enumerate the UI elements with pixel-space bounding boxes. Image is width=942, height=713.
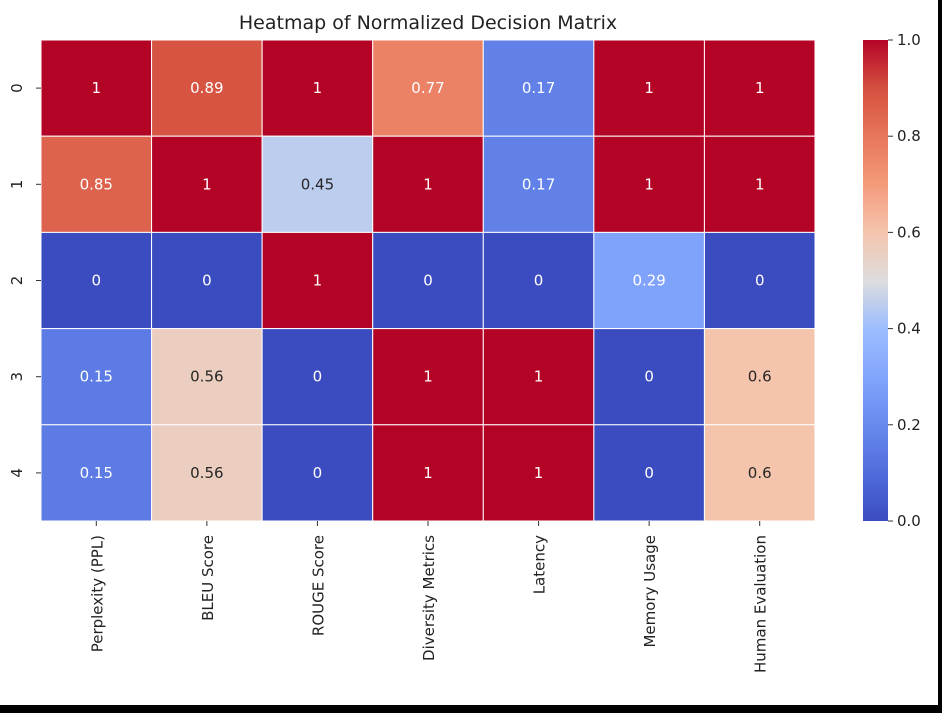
heatmap-cell (151, 39, 263, 137)
colorbar-tick-label: 0.0 (897, 512, 921, 530)
heatmap-cell (703, 135, 816, 233)
colorbar-tick-label: 0.8 (897, 127, 921, 145)
x-tick-label: ROUGE Score (309, 535, 327, 636)
heatmap-cell (151, 231, 263, 330)
heatmap-cell (372, 328, 484, 426)
colorbar-gradient (863, 40, 888, 521)
heatmap-cell (593, 231, 705, 330)
cell-label: 1 (423, 175, 433, 193)
cell-label: 0 (313, 464, 323, 482)
cell-label: 1 (755, 79, 765, 97)
heatmap-cell (261, 39, 374, 137)
cell-label: 0 (92, 272, 102, 290)
heatmap-cell (482, 39, 595, 137)
cell-label: 0.15 (80, 368, 113, 386)
cell-label: 0.6 (748, 368, 772, 386)
cell-label: 0.29 (632, 272, 665, 290)
y-axis: 0 1 2 3 4 (8, 83, 41, 478)
cell-label: 1 (423, 464, 433, 482)
y-tick-label: 4 (8, 468, 26, 478)
heatmap-cells: 1 0.89 1 0.77 0.17 1 1 0.85 1 0.45 1 0.17 1 1 0 0 1 0 0 0.2… (40, 39, 816, 522)
x-tick-label: Human Evaluation (752, 535, 770, 673)
cell-label: 0.15 (80, 464, 113, 482)
cell-label: 1 (534, 368, 544, 386)
heatmap-cell (40, 39, 153, 137)
x-tick-label: BLEU Score (199, 535, 217, 621)
heatmap-cell (40, 328, 153, 426)
cell-label: 0.17 (522, 79, 555, 97)
cell-label: 0 (644, 464, 654, 482)
heatmap-cell (593, 328, 705, 426)
cell-label: 1 (313, 79, 323, 97)
heatmap-cell (40, 231, 153, 330)
heatmap-cell (703, 424, 816, 522)
cell-label: 0.17 (522, 175, 555, 193)
cell-label: 0.6 (748, 464, 772, 482)
cell-label: 1 (202, 175, 212, 193)
cell-label: 1 (92, 79, 102, 97)
heatmap-cell (703, 328, 816, 426)
cell-label: 0 (202, 272, 212, 290)
colorbar-tick-label: 0.2 (897, 416, 921, 434)
heatmap-cell (372, 231, 484, 330)
heatmap-cell (372, 39, 484, 137)
heatmap-cell (151, 328, 263, 426)
cell-label: 1 (755, 175, 765, 193)
cell-label: 0.77 (411, 79, 444, 97)
cell-label: 1 (644, 175, 654, 193)
y-tick-label: 2 (8, 276, 26, 286)
heatmap-cell (261, 231, 374, 330)
heatmap-cell (40, 135, 153, 233)
heatmap-cell (261, 424, 374, 522)
heatmap-cell (482, 231, 595, 330)
cell-label: 0.89 (190, 79, 223, 97)
heatmap-cell (593, 135, 705, 233)
x-tick-label: Diversity Metrics (420, 535, 438, 661)
cell-label: 0 (423, 272, 433, 290)
y-tick-label: 3 (8, 372, 26, 382)
x-tick-label: Latency (531, 535, 549, 594)
cell-label: 0.56 (190, 368, 223, 386)
cell-label: 1 (644, 79, 654, 97)
heatmap-cell (593, 39, 705, 137)
cell-label: 1 (313, 272, 323, 290)
cell-label: 0 (755, 272, 765, 290)
colorbar: 0.0 0.2 0.4 0.6 0.8 1.0 (863, 31, 921, 530)
heatmap-cell (40, 424, 153, 522)
colorbar-tick-label: 0.4 (897, 320, 921, 338)
heatmap-cell (703, 231, 816, 330)
x-tick-label: Memory Usage (641, 535, 659, 648)
cell-label: 0.56 (190, 464, 223, 482)
colorbar-tick-label: 0.6 (897, 223, 921, 241)
y-tick-label: 1 (8, 180, 26, 190)
cell-label: 0 (644, 368, 654, 386)
y-tick-label: 0 (8, 83, 26, 93)
cell-label: 0.45 (301, 175, 334, 193)
cell-label: 1 (534, 464, 544, 482)
cell-label: 0 (534, 272, 544, 290)
heatmap-cell (482, 135, 595, 233)
x-tick-label: Perplexity (PPL) (88, 535, 106, 652)
heatmap-cell (261, 135, 374, 233)
colorbar-tick-label: 1.0 (897, 31, 921, 49)
cell-label: 0.85 (80, 175, 113, 193)
cell-label: 1 (423, 368, 433, 386)
chart-title: Heatmap of Normalized Decision Matrix (239, 12, 617, 34)
cell-label: 0 (313, 368, 323, 386)
x-axis: Perplexity (PPL) BLEU Score ROUGE Score Div… (88, 521, 770, 673)
